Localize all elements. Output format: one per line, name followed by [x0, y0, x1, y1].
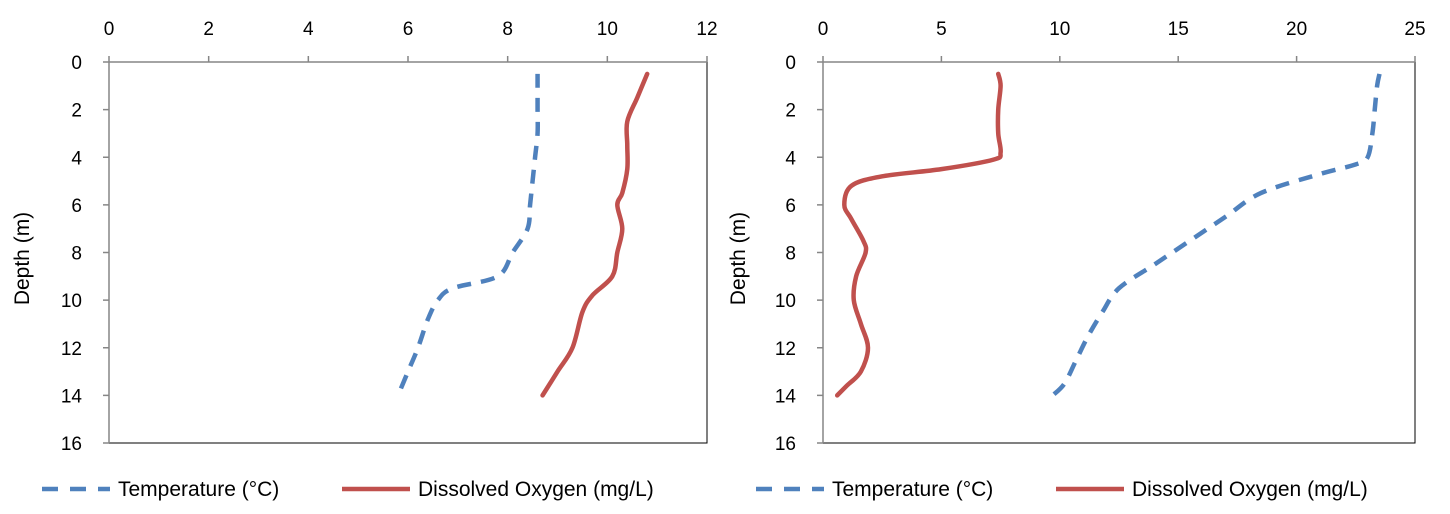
x-tick-label: 5 [936, 19, 947, 40]
x-tick-label: 0 [104, 19, 115, 40]
y-tick-label: 14 [775, 386, 797, 407]
y-tick-label: 16 [775, 434, 796, 455]
x-tick-label: 20 [1286, 19, 1307, 40]
chart-1: 0 2 4 6 8 10 12 0 2 4 6 8 10 12 14 16 Depth (m) Temperatu… [11, 19, 718, 501]
legend-temperature-label: Temperature (°C) [118, 478, 279, 501]
plot-area-frame [108, 61, 708, 444]
x-tick-label: 6 [403, 19, 414, 40]
x-tick-label: 10 [1049, 19, 1070, 40]
temperature-series-line [395, 73, 541, 397]
x-tick-label: 25 [1404, 19, 1425, 40]
x-tick-label: 4 [303, 19, 314, 40]
y-axis-title: Depth (m) [727, 212, 750, 305]
y-tick-label: 10 [61, 291, 82, 312]
y-tick-label: 0 [785, 53, 796, 74]
legend-oxygen-label: Dissolved Oxygen (mg/L) [418, 478, 654, 501]
temperature-series-line [1051, 73, 1382, 398]
dissolved-oxygen-series-line [540, 71, 650, 398]
plot-area-frame [822, 61, 1416, 444]
legend-oxygen-label: Dissolved Oxygen (mg/L) [1132, 478, 1368, 501]
dissolved-oxygen-series-line [834, 71, 1003, 398]
y-tick-label: 8 [785, 244, 796, 265]
y-tick-label: 12 [61, 339, 82, 360]
x-tick-label: 2 [203, 19, 214, 40]
y-tick-label: 12 [775, 339, 796, 360]
x-tick-label: 8 [502, 19, 513, 40]
y-axis-title: Depth (m) [11, 212, 34, 305]
x-tick-label: 0 [818, 19, 829, 40]
y-tick-label: 2 [785, 101, 796, 122]
x-tick-label: 10 [597, 19, 618, 40]
x-tick-label: 15 [1168, 19, 1189, 40]
y-tick-label: 4 [71, 148, 82, 169]
y-tick-label: 6 [71, 196, 82, 217]
legend-temperature-label: Temperature (°C) [832, 478, 993, 501]
y-tick-label: 6 [785, 196, 796, 217]
x-tick-label: 12 [696, 19, 717, 40]
y-tick-label: 14 [61, 386, 83, 407]
y-tick-label: 4 [785, 148, 796, 169]
chart-2: 0 5 10 15 20 25 0 2 4 6 8 10 12 14 16 Depth (m) Temperat… [727, 19, 1426, 501]
y-tick-label: 8 [71, 244, 82, 265]
y-tick-label: 2 [71, 101, 82, 122]
y-tick-label: 10 [775, 291, 796, 312]
y-tick-label: 0 [71, 53, 82, 74]
y-tick-label: 16 [61, 434, 82, 455]
